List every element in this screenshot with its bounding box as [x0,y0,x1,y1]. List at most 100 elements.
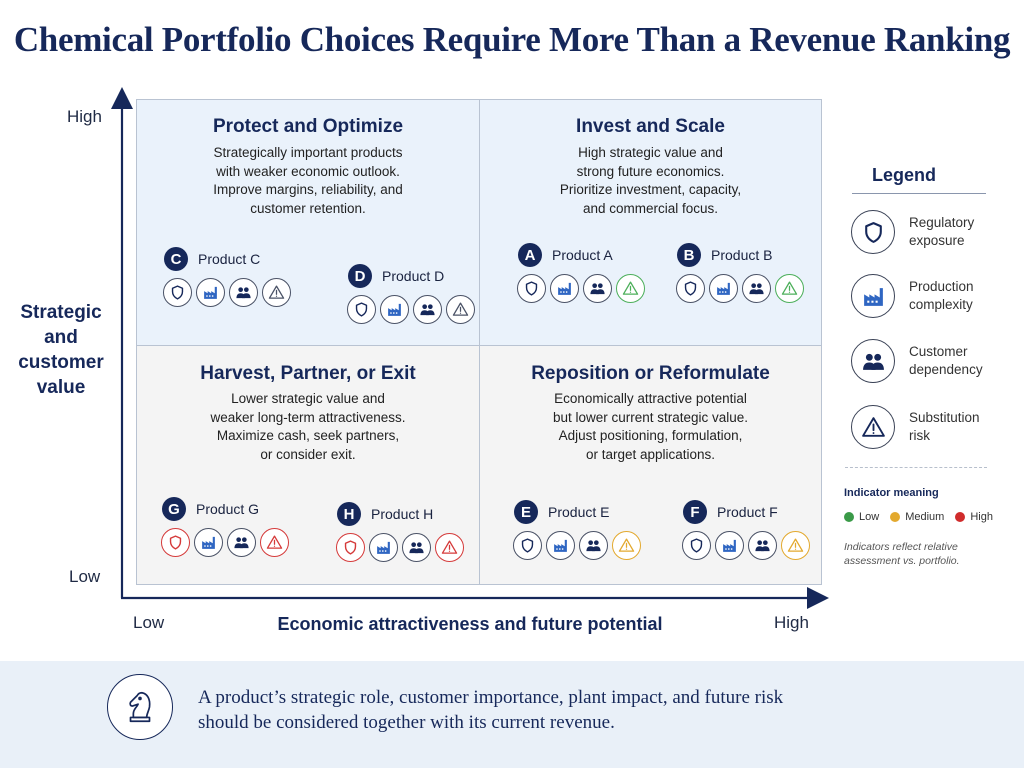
product-badge: D [348,264,372,288]
quadrant-harvest-exit: Harvest, Partner, or Exit Lower strategi… [136,345,480,585]
legend-label-line: complexity [909,297,973,312]
factory-icon [709,274,738,303]
factory-icon [194,528,223,557]
people-icon [402,533,431,562]
desc-line: Improve margins, reliability, and [213,182,403,197]
desc-line: Strategically important products [213,145,403,160]
footer-line: should be considered together with its c… [198,712,615,733]
people-icon [583,274,612,303]
warning-icon [446,295,475,324]
product-e[interactable]: E Product E [513,499,664,569]
high-dot-icon [955,512,966,522]
product-name: Product H [371,506,434,522]
product-d[interactable]: D Product D [347,263,498,333]
indicator-high-label: High [970,511,993,523]
product-f[interactable]: F Product F [682,499,833,569]
shield-icon [851,210,895,254]
people-icon [742,274,771,303]
x-axis-high-label: High [774,613,809,632]
product-indicators [517,274,645,303]
product-indicators [347,295,475,324]
warning-icon [612,531,641,560]
legend-label-line: Production [909,279,974,294]
product-name: Product B [711,247,773,263]
product-indicators [161,528,289,557]
shield-icon [163,278,192,307]
legend-item-substitution: Substitution risk [851,405,1001,451]
quadrant-reposition-reformulate: Reposition or Reformulate Economically a… [479,345,822,585]
legend-title: Legend [852,165,986,194]
medium-dot-icon [890,512,901,522]
x-axis-low-label: Low [133,613,165,632]
quadrant-description: High strategic value and strong future e… [480,144,821,218]
desc-line: with weaker economic outlook. [216,163,400,179]
product-c[interactable]: C Product C [163,246,314,316]
indicator-low: Low [844,511,879,523]
product-b[interactable]: B Product B [676,242,827,312]
x-axis-title: Economic attractiveness and future poten… [277,614,663,634]
desc-line: Lower strategic value and [231,391,385,406]
product-name: Product G [196,501,260,517]
product-header: A Product A [518,242,613,268]
quadrant-title: Invest and Scale [576,116,725,137]
product-indicators [163,278,291,307]
people-icon [229,278,258,307]
factory-icon [369,533,398,562]
product-g[interactable]: G Product G [161,496,312,566]
shield-icon [513,531,542,560]
product-badge: C [164,247,188,271]
product-header: F Product F [683,499,778,525]
factory-icon [550,274,579,303]
quadrant-protect-optimize: Protect and Optimize Strategically impor… [136,99,480,346]
legend-label-line: exposure [909,233,965,248]
legend-label: Substitution risk [909,409,999,445]
y-axis-high-label: High [67,107,102,126]
legend-label-line: Regulatory [909,215,975,230]
product-header: H Product H [337,501,433,527]
product-indicators [682,531,810,560]
indicator-levels: Low Medium High [844,511,1004,523]
warning-icon [435,533,464,562]
warning-icon [260,528,289,557]
factory-icon [196,278,225,307]
legend-label-line: Substitution [909,410,980,425]
y-axis-title-text: Strategic and customer value [18,302,104,398]
desc-line: but lower current strategic value. [552,409,749,425]
quadrant-description: Lower strategic value and weaker long-te… [137,390,479,464]
legend-label: Customer dependency [909,343,999,379]
page-title: Chemical Portfolio Choices Require More … [13,20,1011,59]
chess-knight-icon [107,674,173,740]
shield-icon [161,528,190,557]
product-header: D Product D [348,263,444,289]
shield-icon [676,274,705,303]
indicator-title: Indicator meaning [844,487,939,499]
footer-line: A product’s strategic role, customer imp… [198,687,784,708]
desc-line: or target applications. [585,446,716,462]
desc-line: customer retention. [250,200,366,216]
legend-item-production: Production complexity [851,274,1001,320]
desc-line: Maximize cash, seek partners, [216,428,400,443]
indicator-note: Indicators reflect relative assessment v… [844,540,984,568]
product-header: B Product B [677,242,772,268]
product-h[interactable]: H Product H [336,501,487,571]
product-name: Product C [198,251,261,267]
product-a[interactable]: A Product A [517,242,668,312]
indicator-low-label: Low [859,511,880,523]
legend-label: Production complexity [909,278,999,314]
footer-banner: A product’s strategic role, customer imp… [0,661,1024,768]
quadrant-title: Harvest, Partner, or Exit [200,363,416,384]
low-dot-icon [844,512,854,522]
y-axis-low-label: Low [69,567,101,586]
legend-label: Regulatory exposure [909,214,999,250]
product-indicators [336,533,464,562]
indicator-medium-label: Medium [905,511,945,523]
warning-icon [851,405,895,449]
legend-label-line: Customer [909,344,968,359]
product-indicators [513,531,641,560]
factory-icon [851,274,895,318]
legend-label-line: dependency [909,362,983,377]
product-name: Product A [552,247,613,263]
product-name: Product D [382,268,445,284]
product-header: E Product E [514,499,609,525]
shield-icon [347,295,376,324]
